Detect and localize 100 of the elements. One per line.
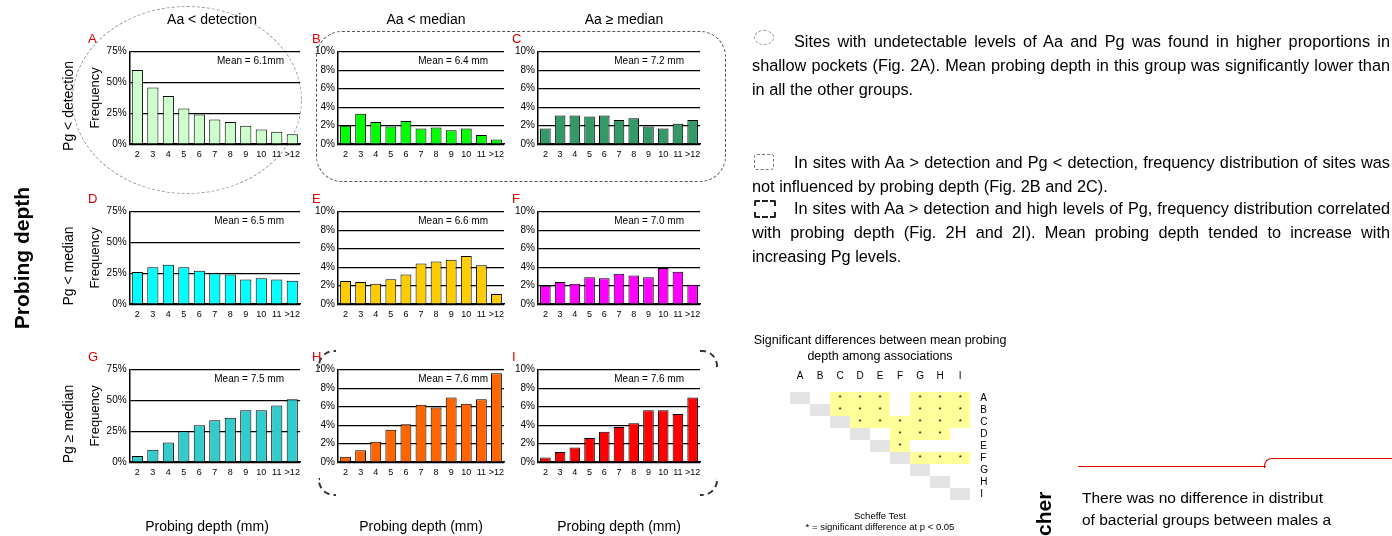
x-tick-label: 8 (631, 309, 637, 320)
x-tick-label: 4 (572, 149, 578, 160)
category-label: I (958, 369, 962, 381)
y-tick-label: 2% (520, 119, 536, 131)
x-tick-label: 9 (448, 467, 454, 478)
y-tick-label: 2% (320, 279, 336, 291)
category-label: E (876, 369, 884, 381)
category-label: I (980, 487, 983, 499)
chart-title: G (88, 349, 99, 365)
y-tick-label: 75% (106, 45, 127, 57)
chart-title: F (512, 191, 520, 207)
x-tick-label: 10 (461, 309, 472, 320)
x-tick-label: 2 (542, 149, 548, 160)
x-tick-label: 6 (196, 467, 202, 478)
text: * (958, 453, 962, 463)
y-axis-title: Frequency (87, 66, 103, 129)
x-axis-title: Probing depth (mm) (144, 518, 270, 534)
text: * (918, 429, 922, 439)
x-tick-label: 6 (196, 309, 202, 320)
text: * (938, 405, 942, 415)
text: There was no difference in distribut (1082, 489, 1323, 507)
x-tick-label: >12 (488, 309, 505, 320)
y-tick-label: 8% (520, 381, 536, 393)
x-tick-label: 9 (243, 467, 249, 478)
text: * (858, 393, 862, 403)
text: * (858, 405, 862, 415)
x-tick-label: 7 (418, 149, 424, 160)
y-axis-title: Frequency (87, 384, 103, 447)
x-tick-label: >12 (488, 467, 505, 478)
text: In sites with Aa > detection and high levels of Pg, frequency distribution correlated with probing depth (Fig. 2H and 2I). Mean probing depth tended to increase with increasing Pg levels. (752, 198, 1390, 267)
y-tick-label: 10% (515, 363, 536, 375)
x-tick-label: 3 (557, 149, 563, 160)
x-axis-title: Probing depth (mm) (358, 518, 484, 534)
y-tick-label: 2% (520, 279, 536, 291)
annotation: Mean = 7.6 mm (418, 372, 488, 384)
text: Significant differences between mean probing depth among associations (752, 332, 1008, 364)
y-axis-title: Frequency (87, 226, 103, 289)
x-tick-label: 4 (165, 309, 171, 320)
category-label: C (836, 369, 844, 381)
y-tick-label: 2% (520, 437, 536, 449)
text: Sites with undetectable levels of Aa and Pg was found in higher proportions in shallow pockets (Fig. 2A). Mean probing depth in this group was significantly lower than in all the other groups. (752, 31, 1390, 100)
x-tick-label: 7 (212, 309, 218, 320)
text: * (838, 393, 842, 403)
y-tick-label: 4% (320, 418, 336, 430)
x-tick-label: 10 (461, 467, 472, 478)
text: In sites with Aa > detection and Pg < detection, frequency distribution of sites was not influenced by probing depth (Fig. 2B and 2C). (752, 152, 1390, 197)
x-tick-label: 6 (601, 309, 607, 320)
x-tick-label: >12 (284, 149, 300, 160)
y-tick-label: 6% (520, 242, 536, 254)
chart-title: H (312, 349, 322, 365)
x-tick-label: 7 (212, 467, 218, 478)
chart-title: A (88, 31, 97, 47)
x-tick-label: 11 (673, 149, 683, 160)
x-tick-label: 6 (403, 467, 409, 478)
annotation: Mean = 7.5 mm (214, 372, 284, 384)
y-tick-label: 10% (515, 205, 536, 217)
x-tick-label: 5 (587, 149, 593, 160)
text: * (918, 453, 922, 463)
y-tick-label: 4% (320, 260, 336, 272)
y-tick-label: 25% (106, 267, 127, 279)
text: * (938, 417, 942, 427)
x-tick-label: 2 (343, 149, 349, 160)
x-tick-label: 7 (616, 467, 622, 478)
x-tick-label: 2 (134, 309, 140, 320)
x-tick-label: 3 (358, 149, 364, 160)
y-tick-label: 8% (320, 63, 336, 75)
y-tick-label: 0% (112, 137, 127, 149)
chart-subtitle: Aa < detection (166, 11, 258, 27)
x-tick-label: 4 (572, 467, 578, 478)
x-tick-label: 5 (388, 149, 394, 160)
x-tick-label: 9 (448, 309, 454, 320)
y-tick-label: 6% (320, 242, 336, 254)
chart-title: B (312, 31, 321, 47)
y-tick-label: 6% (520, 82, 536, 94)
category-label: G (980, 463, 988, 475)
text: Probing depth (10, 185, 34, 332)
x-tick-label: 6 (601, 467, 607, 478)
category-label: A (796, 369, 804, 381)
text: * (878, 405, 882, 415)
x-tick-label: 8 (631, 467, 637, 478)
x-tick-label: 7 (418, 467, 424, 478)
x-tick-label: 3 (557, 309, 563, 320)
x-tick-label: >12 (284, 467, 300, 478)
y-tick-label: 0% (520, 455, 536, 467)
y-tick-label: 10% (315, 205, 336, 217)
x-tick-label: 4 (165, 149, 171, 160)
x-tick-label: >12 (488, 149, 505, 160)
chart-title: C (512, 31, 522, 47)
x-tick-label: 11 (476, 467, 487, 478)
x-tick-label: 3 (358, 309, 364, 320)
text: of bacterial groups between males a (1082, 511, 1332, 529)
y-tick-label: 0% (112, 297, 127, 309)
y-tick-label: 4% (520, 260, 536, 272)
x-tick-label: 8 (631, 149, 637, 160)
x-tick-label: 7 (418, 309, 424, 320)
text: * (918, 417, 922, 427)
chart-subtitle: Aa ≥ median (583, 11, 665, 27)
x-tick-label: 11 (673, 467, 683, 478)
x-tick-label: 10 (256, 149, 267, 160)
y-tick-label: 10% (315, 363, 336, 375)
